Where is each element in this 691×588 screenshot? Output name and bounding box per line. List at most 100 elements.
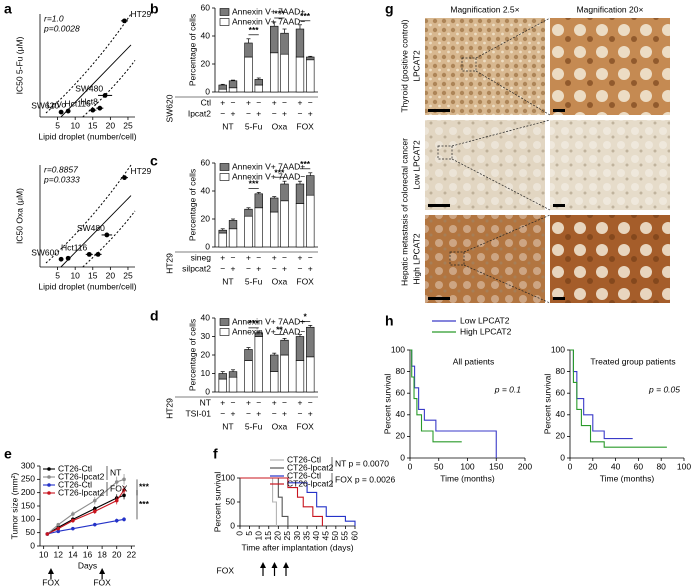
point-label: SW600 bbox=[31, 247, 59, 257]
y-tick-label: 200 bbox=[21, 487, 35, 497]
panel-label: c bbox=[150, 153, 158, 169]
bar-segment bbox=[218, 373, 227, 380]
point bbox=[122, 517, 126, 522]
x-axis-label: Lipid droplet (number/cell) bbox=[38, 281, 136, 291]
legend-label: CT26-lpcat2 bbox=[287, 478, 334, 488]
bar-segment bbox=[306, 56, 315, 61]
bar-segment bbox=[270, 52, 279, 93]
point-label: Hct116 bbox=[61, 243, 88, 253]
y-tick-label: 80 bbox=[556, 366, 566, 376]
x-tick-label: 20 bbox=[588, 461, 598, 471]
point bbox=[71, 512, 75, 516]
legend-label: Annexin V+ 7AAD− bbox=[232, 326, 305, 336]
condition-sign: + bbox=[272, 397, 277, 407]
y-axis-label: Percentage of cells bbox=[187, 14, 197, 86]
condition-sign: + bbox=[272, 252, 277, 262]
condition-sign: + bbox=[256, 408, 261, 418]
legend-label: High LPCAT2 bbox=[460, 326, 512, 336]
point bbox=[65, 108, 71, 114]
condition-sign: − bbox=[282, 397, 287, 407]
point bbox=[95, 251, 101, 257]
survival-curve bbox=[410, 349, 462, 443]
x-axis-label: Lipid droplet (number/cell) bbox=[38, 131, 136, 141]
x-tick-label: 20 bbox=[273, 531, 283, 541]
point-label: Hct116 bbox=[64, 98, 91, 108]
x-tick-label: 14 bbox=[68, 549, 78, 559]
group-label: 5-Fu bbox=[245, 121, 263, 131]
x-tick-label: 15 bbox=[88, 270, 98, 280]
point bbox=[93, 522, 97, 527]
bar-segment bbox=[244, 208, 253, 217]
y-tick-label: 10 bbox=[201, 368, 211, 378]
p-value: p = 0.1 bbox=[494, 384, 522, 394]
x-tick-label: 100 bbox=[677, 461, 691, 471]
treatment-label: FOX bbox=[93, 577, 111, 587]
point-label: SW620 bbox=[31, 100, 59, 110]
bar-segment bbox=[306, 326, 315, 358]
point bbox=[71, 526, 75, 531]
bar-segment bbox=[280, 200, 289, 248]
y-tick-label: 50 bbox=[26, 527, 36, 537]
condition-sign: + bbox=[297, 97, 302, 107]
image-texture bbox=[550, 215, 670, 303]
y-tick-label: 80 bbox=[396, 366, 406, 376]
x-tick-label: 55 bbox=[340, 531, 350, 541]
condition-sign: + bbox=[308, 108, 313, 118]
x-tick-label: 0 bbox=[234, 531, 244, 536]
condition-sign: − bbox=[220, 408, 225, 418]
group-label: FOX bbox=[296, 421, 314, 431]
point bbox=[102, 93, 108, 98]
point bbox=[93, 498, 97, 503]
panel-label: b bbox=[150, 1, 159, 17]
point-label: SW480 bbox=[77, 223, 105, 233]
point bbox=[122, 488, 126, 492]
legend-label: Annexin V+ 7AAD+ bbox=[232, 6, 305, 16]
x-tick-label: 60 bbox=[349, 531, 359, 541]
panel-label: g bbox=[385, 1, 394, 17]
bar-segment bbox=[270, 371, 279, 393]
bar-segment bbox=[228, 376, 238, 393]
confidence-band bbox=[45, 164, 132, 264]
confidence-band bbox=[82, 60, 136, 118]
condition-sign: + bbox=[231, 263, 236, 273]
condition-sign: − bbox=[256, 97, 261, 107]
panel-label: d bbox=[150, 308, 159, 324]
group-label: Oxa bbox=[272, 121, 288, 131]
point bbox=[90, 107, 96, 113]
y-axis-label: Tumor size (mm²) bbox=[9, 472, 19, 539]
y-tick-label: 100 bbox=[551, 344, 565, 354]
bar-segment bbox=[218, 229, 227, 234]
condition-sign: − bbox=[256, 397, 261, 407]
annotation: p=0.0028 bbox=[43, 23, 80, 33]
group-label: Thyroid (positive control) bbox=[399, 19, 409, 112]
annotation: p=0.0333 bbox=[43, 174, 80, 184]
condition-sign: + bbox=[308, 263, 313, 273]
y-tick-label: 40 bbox=[201, 185, 211, 195]
bar-segment bbox=[306, 356, 315, 393]
y-tick-label: 40 bbox=[556, 409, 566, 419]
condition-sign: − bbox=[256, 252, 261, 262]
group-label: NT bbox=[222, 421, 233, 431]
y-tick-label: 50 bbox=[226, 496, 236, 506]
legend-label: CT26-Ctl bbox=[287, 454, 321, 464]
y-axis-label: Percent survival bbox=[542, 374, 552, 435]
condition-sign: − bbox=[282, 252, 287, 262]
point bbox=[97, 105, 103, 111]
group-label: 5-Fu bbox=[245, 276, 263, 286]
legend-swatch bbox=[219, 173, 230, 181]
significance-label: *** bbox=[300, 159, 311, 169]
row-label: High LPCAT2 bbox=[411, 233, 421, 285]
point bbox=[114, 480, 119, 484]
bar-segment bbox=[270, 197, 279, 213]
x-tick-label: 25 bbox=[123, 120, 133, 130]
point-label: SW480 bbox=[75, 84, 103, 94]
y-tick-label: 0 bbox=[230, 520, 235, 530]
condition-sign: − bbox=[220, 263, 225, 273]
point-label: Hct8 bbox=[80, 96, 98, 106]
significance-label: *** bbox=[300, 11, 311, 21]
x-tick-label: 22 bbox=[127, 549, 137, 559]
bar-segment bbox=[280, 354, 289, 393]
y-tick-label: 60 bbox=[201, 2, 211, 12]
y-axis-label: Percentage of cells bbox=[187, 169, 197, 241]
